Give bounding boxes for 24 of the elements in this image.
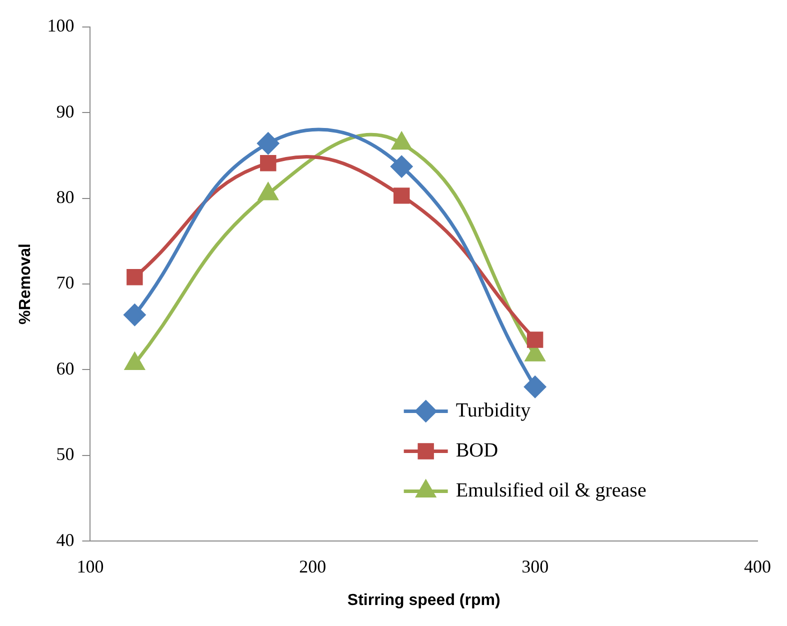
point: [526, 332, 544, 348]
y-tick-label: 90: [56, 101, 74, 122]
x-tick-label: 100: [76, 556, 104, 577]
y-tick-label: 40: [56, 530, 74, 550]
y-tick-label: 60: [56, 358, 74, 378]
legend-label: Turbidity: [456, 399, 531, 422]
y-tick-label: 80: [56, 187, 74, 207]
point: [124, 304, 146, 326]
y-tick-label: 50: [56, 444, 74, 464]
x-tick-label: 200: [299, 556, 326, 577]
point: [390, 156, 412, 178]
y-tick-label: 70: [56, 272, 74, 293]
point: [393, 188, 410, 204]
x-axis-title: Stirring speed (rpm): [347, 592, 500, 609]
point: [257, 132, 279, 154]
x-tick-label: 400: [744, 556, 771, 577]
point: [524, 376, 546, 398]
y-axis-title: %Removal: [17, 244, 34, 324]
y-tick-label: 100: [47, 16, 74, 36]
point: [260, 155, 276, 172]
point: [126, 269, 143, 286]
x-tick-label: 300: [522, 556, 549, 577]
legend-label: Emulsified oil & grease: [456, 479, 646, 502]
legend-label: BOD: [456, 439, 498, 462]
